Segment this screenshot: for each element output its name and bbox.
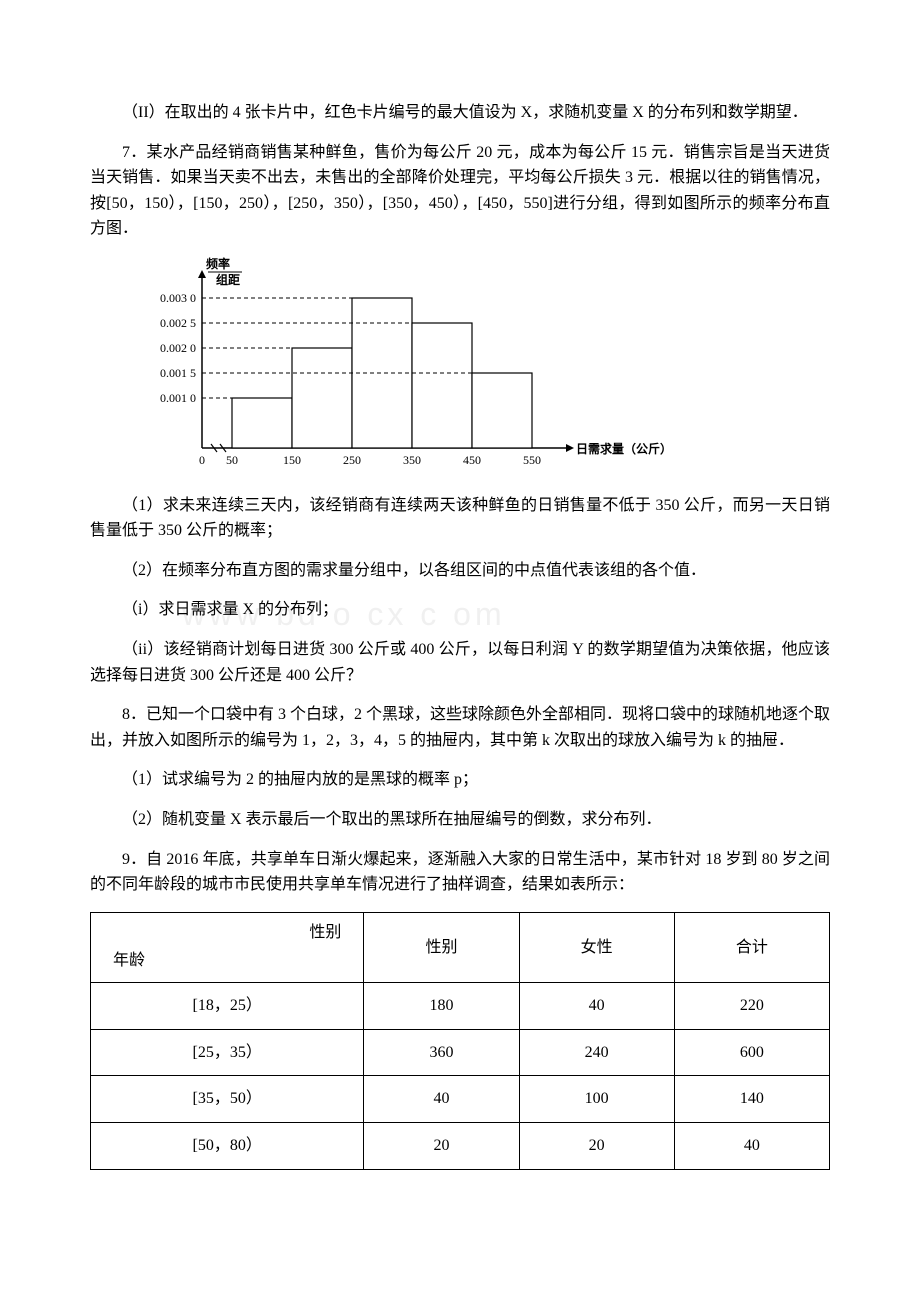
- table-corner-cell: 性别 年龄: [91, 912, 364, 983]
- table-cell: 20: [364, 1123, 519, 1170]
- paragraph-q8-stem: 8．已知一个口袋中有 3 个白球，2 个黑球，这些球除颜色外全部相同．现将口袋中…: [90, 702, 830, 753]
- table-cell: [35，50）: [91, 1076, 364, 1123]
- table-row: [18，25）18040220: [91, 983, 830, 1030]
- svg-text:组距: 组距: [216, 272, 240, 287]
- histogram-chart: 频率组距 0.003 0 0.002 5 0.002 0 0.001 5 0.001 0 0…: [140, 256, 830, 479]
- svg-text:0.002 5: 0.002 5: [160, 316, 196, 330]
- text: （II）在取出的 4 张卡片中，红色卡片编号的最大值设为 X，求随机变量 X 的…: [122, 104, 808, 121]
- histogram-svg: 频率组距 0.003 0 0.002 5 0.002 0 0.001 5 0.001 0 0…: [140, 256, 692, 470]
- corner-bottom-label: 年龄: [99, 947, 355, 976]
- svg-text:0.002 0: 0.002 0: [160, 341, 196, 355]
- paragraph-q6-part2: （II）在取出的 4 张卡片中，红色卡片编号的最大值设为 X，求随机变量 X 的…: [90, 100, 830, 126]
- paragraph-q9-stem: 9．自 2016 年底，共享单车日渐火爆起来，逐渐融入大家的日常生活中，某市针对…: [90, 847, 830, 898]
- table-cell: 240: [519, 1029, 674, 1076]
- svg-text:50: 50: [226, 453, 238, 467]
- svg-text:450: 450: [463, 453, 481, 467]
- text: （2）随机变量 X 表示最后一个取出的黑球所在抽屉编号的倒数，求分布列．: [122, 811, 662, 828]
- col-header: 合计: [674, 912, 829, 983]
- text: 7．某水产品经销商销售某种鲜鱼，售价为每公斤 20 元，成本为每公斤 15 元．…: [90, 144, 830, 238]
- table-row: [35，50）40100140: [91, 1076, 830, 1123]
- svg-text:0.003 0: 0.003 0: [160, 291, 196, 305]
- col-header: 女性: [519, 912, 674, 983]
- svg-text:350: 350: [403, 453, 421, 467]
- svg-text:日需求量（公斤）: 日需求量（公斤）: [576, 441, 672, 456]
- svg-text:频率: 频率: [206, 256, 230, 271]
- paragraph-q8-1: （1）试求编号为 2 的抽屉内放的是黑球的概率 p；: [90, 767, 830, 793]
- svg-text:0.001 0: 0.001 0: [160, 391, 196, 405]
- col-header: 性别: [364, 912, 519, 983]
- paragraph-q7-2: （2）在频率分布直方图的需求量分组中，以各组区间的中点值代表该组的各个值．: [90, 558, 830, 584]
- table-cell: 360: [364, 1029, 519, 1076]
- svg-text:0.001 5: 0.001 5: [160, 366, 196, 380]
- table-cell: [25，35）: [91, 1029, 364, 1076]
- table-cell: 40: [519, 983, 674, 1030]
- table-row: [50，80）202040: [91, 1123, 830, 1170]
- svg-text:0: 0: [199, 453, 205, 467]
- text: 9．自 2016 年底，共享单车日渐火爆起来，逐渐融入大家的日常生活中，某市针对…: [90, 851, 830, 894]
- text: （1）求未来连续三天内，该经销商有连续两天该种鲜鱼的日销售量不低于 350 公斤…: [90, 497, 830, 540]
- paragraph-q7-stem: 7．某水产品经销商销售某种鲜鱼，售价为每公斤 20 元，成本为每公斤 15 元．…: [90, 140, 830, 242]
- table-cell: 40: [674, 1123, 829, 1170]
- text: （1）试求编号为 2 的抽屉内放的是黑球的概率 p；: [122, 771, 478, 788]
- text: （2）在频率分布直方图的需求量分组中，以各组区间的中点值代表该组的各个值．: [122, 562, 706, 579]
- svg-text:550: 550: [523, 453, 541, 467]
- paragraph-q7-2ii: （ii）该经销商计划每日进货 300 公斤或 400 公斤，以每日利润 Y 的数…: [90, 637, 830, 688]
- survey-table: 性别 年龄 性别 女性 合计 [18，25）18040220[25，35）360…: [90, 912, 830, 1170]
- text: 8．已知一个口袋中有 3 个白球，2 个黑球，这些球除颜色外全部相同．现将口袋中…: [90, 706, 830, 749]
- paragraph-q8-2: （2）随机变量 X 表示最后一个取出的黑球所在抽屉编号的倒数，求分布列．: [90, 807, 830, 833]
- text: （ii）该经销商计划每日进货 300 公斤或 400 公斤，以每日利润 Y 的数…: [90, 641, 830, 684]
- paragraph-q7-1: （1）求未来连续三天内，该经销商有连续两天该种鲜鱼的日销售量不低于 350 公斤…: [90, 493, 830, 544]
- table-cell: 140: [674, 1076, 829, 1123]
- table-header-row: 性别 年龄 性别 女性 合计: [91, 912, 830, 983]
- paragraph-q7-2i: www bd o cx c om （i）求日需求量 X 的分布列；: [90, 597, 830, 623]
- table-cell: 20: [519, 1123, 674, 1170]
- text: （i）求日需求量 X 的分布列；: [122, 601, 338, 618]
- corner-top-label: 性别: [99, 919, 355, 948]
- table-cell: 40: [364, 1076, 519, 1123]
- svg-text:250: 250: [343, 453, 361, 467]
- table-cell: [50，80）: [91, 1123, 364, 1170]
- table-cell: 600: [674, 1029, 829, 1076]
- table-cell: 180: [364, 983, 519, 1030]
- table-cell: 220: [674, 983, 829, 1030]
- table-row: [25，35）360240600: [91, 1029, 830, 1076]
- svg-text:150: 150: [283, 453, 301, 467]
- table-cell: [18，25）: [91, 983, 364, 1030]
- table-cell: 100: [519, 1076, 674, 1123]
